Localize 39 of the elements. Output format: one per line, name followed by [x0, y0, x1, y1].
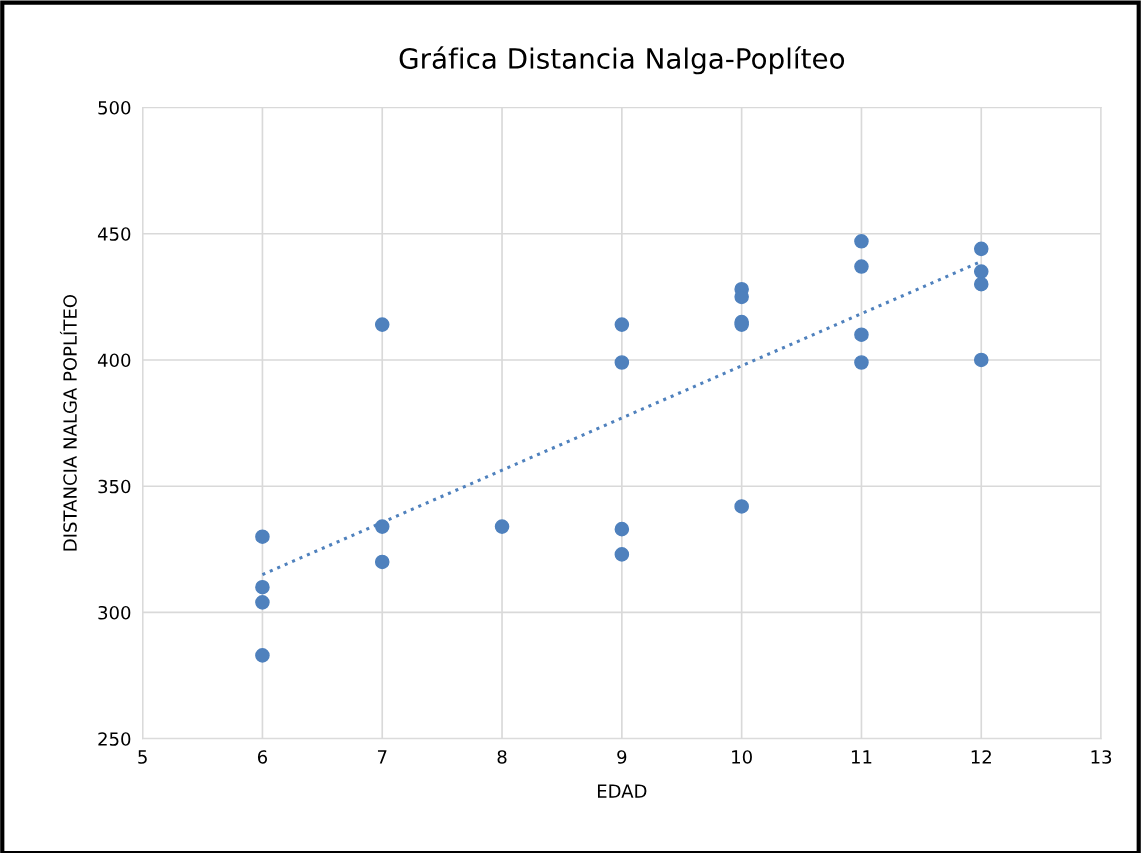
y-tick-label: 250: [98, 732, 131, 746]
point: [255, 579, 270, 595]
y-tick-label: 350: [98, 479, 131, 494]
y-tick-label: 300: [98, 605, 131, 620]
x-tick-label: 8: [497, 750, 507, 764]
x-tick-label: 12: [971, 750, 991, 764]
x-tick-label: 10: [732, 750, 752, 764]
y-tick-label: 450: [97, 227, 131, 241]
point: [614, 355, 630, 370]
point: [494, 519, 510, 534]
y-tick-label: 400: [97, 353, 131, 368]
point: [854, 327, 869, 342]
x-axis-title: EDAD: [597, 784, 647, 798]
point: [255, 529, 270, 544]
point: [255, 648, 270, 663]
y-axis-title: DISTANCIA NALGA POPLÍTEO: [59, 295, 77, 551]
point: [973, 352, 989, 368]
point: [614, 521, 630, 537]
x-tick-label: 9: [617, 750, 627, 764]
point: [374, 519, 390, 534]
point: [255, 595, 270, 610]
point: [614, 547, 630, 562]
point: [854, 259, 869, 274]
point: [973, 264, 989, 279]
point: [614, 317, 630, 332]
point: [374, 317, 390, 332]
point: [973, 241, 989, 257]
chart-title: Gráfica Distancia Nalga-Poplíteo: [399, 46, 845, 75]
point: [734, 499, 749, 514]
point: [973, 276, 989, 292]
point: [854, 355, 869, 370]
y-tick-label: 500: [98, 100, 131, 115]
x-tick-label: 13: [1091, 750, 1112, 764]
x-tick-label: 6: [257, 750, 268, 764]
point: [374, 554, 390, 570]
x-tick-label: 7: [377, 750, 387, 764]
point: [854, 234, 869, 249]
x-tick-label: 5: [138, 750, 147, 764]
x-tick-label: 11: [851, 750, 872, 764]
